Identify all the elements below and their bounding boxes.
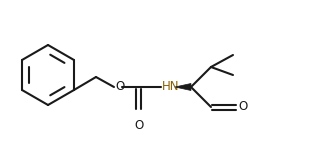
Text: O: O — [115, 81, 124, 93]
Polygon shape — [175, 84, 191, 90]
Text: O: O — [134, 119, 144, 132]
Text: O: O — [238, 100, 247, 114]
Text: HN: HN — [162, 81, 179, 93]
